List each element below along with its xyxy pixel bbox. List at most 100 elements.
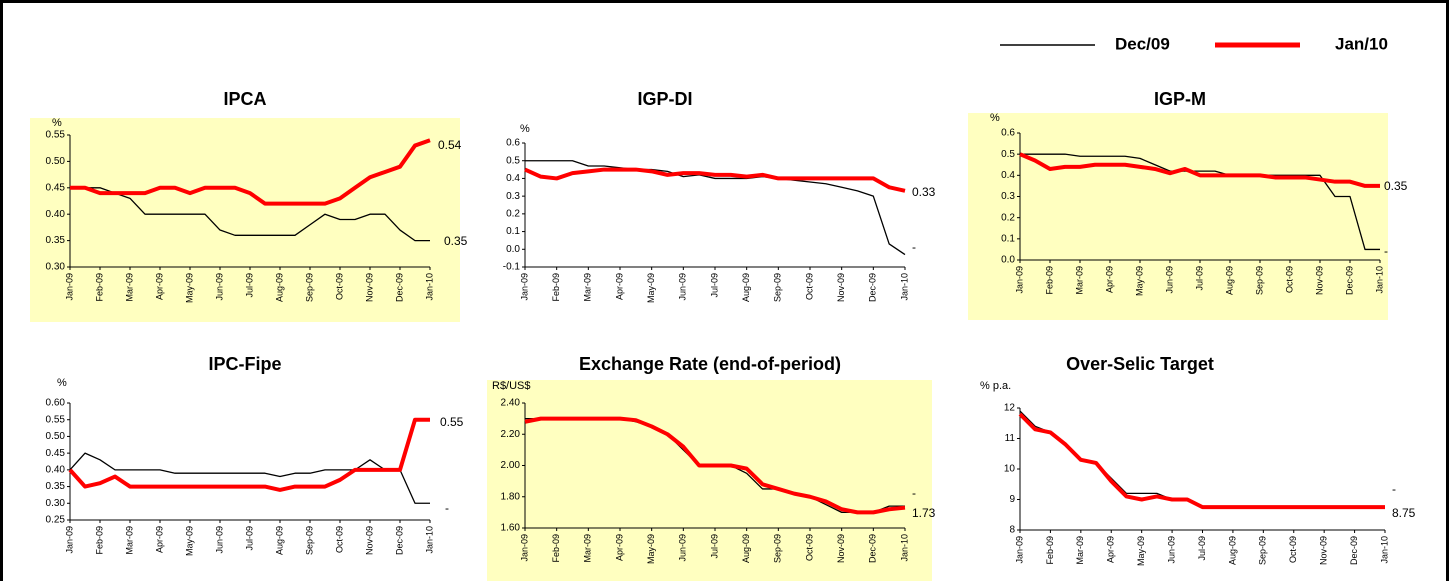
x-tick-label: Mar-09: [124, 273, 134, 302]
x-tick-label: Jun-09: [678, 273, 688, 301]
legend-label: Jan/10: [1335, 34, 1388, 53]
y-tick-label: 0.5: [506, 155, 520, 166]
y-tick-label: 0.5: [1001, 149, 1015, 160]
x-tick-label: Oct-09: [804, 534, 814, 561]
y-tick-label: 0.45: [46, 182, 66, 193]
x-tick-label: Jul-09: [709, 534, 719, 559]
series-line: [524, 416, 906, 515]
x-tick-label: Mar-09: [583, 534, 593, 563]
end-value-label: 8.75: [1392, 506, 1416, 520]
x-tick-label: Feb-09: [551, 273, 561, 302]
series-line: [1020, 153, 1380, 251]
end-value-label: 0.33: [912, 185, 936, 199]
y-tick-label: 2.00: [501, 460, 521, 471]
y-tick-label: 0.1: [1001, 233, 1015, 244]
x-tick-label: May-09: [646, 534, 656, 564]
x-tick-label: Jan-09: [64, 273, 74, 301]
x-tick-label: Dec-09: [868, 273, 878, 302]
x-tick-label: Jan-09: [1014, 536, 1024, 564]
end-value-label: 0.35: [444, 234, 468, 248]
panel-background: [487, 380, 932, 581]
x-tick-label: Jan-09: [519, 273, 529, 301]
x-tick-label: Aug-09: [1227, 536, 1237, 565]
y-tick-label: 1.80: [501, 491, 521, 502]
x-tick-label: Jan-10: [899, 534, 909, 562]
end-value-label: 0.54: [438, 138, 462, 152]
x-tick-label: Jan-10: [424, 526, 434, 554]
end-value-label: -: [445, 501, 449, 515]
y-tick-label: 0.2: [506, 208, 520, 219]
x-tick-label: Sep-09: [1254, 266, 1264, 295]
x-tick-label: Jul-09: [709, 273, 719, 298]
x-tick-label: Apr-09: [614, 534, 624, 561]
x-tick-label: Jun-09: [678, 534, 688, 562]
x-tick-label: Jul-09: [244, 273, 254, 298]
x-tick-label: Jan-09: [519, 534, 529, 562]
series-line: [70, 187, 430, 242]
x-tick-label: Feb-09: [1045, 536, 1055, 565]
y-tick-label: 1.60: [501, 523, 521, 534]
x-tick-label: Aug-09: [1224, 266, 1234, 295]
y-tick-label: 0.35: [46, 481, 66, 492]
y-axis-label: %: [52, 117, 62, 129]
x-tick-label: Dec-09: [394, 273, 404, 302]
x-tick-label: Mar-09: [583, 273, 593, 302]
y-axis-label: % p.a.: [980, 380, 1011, 392]
y-tick-label: 0.55: [46, 130, 66, 141]
x-tick-label: Aug-09: [274, 273, 284, 302]
y-tick-label: 2.20: [501, 429, 521, 440]
x-tick-label: Dec-09: [1344, 266, 1354, 295]
x-tick-label: Apr-09: [1106, 536, 1116, 563]
y-tick-label: 0.30: [46, 262, 66, 273]
y-tick-label: 0.25: [46, 515, 66, 526]
x-tick-label: Jan-10: [1379, 536, 1389, 564]
series-line: [524, 167, 906, 193]
end-value-label: 0.55: [440, 415, 464, 429]
chart-title: IPCA: [223, 89, 266, 109]
series-line: [1019, 152, 1380, 188]
end-value-label: -: [1384, 244, 1388, 258]
x-tick-label: Nov-09: [1319, 536, 1329, 565]
y-tick-label: 9: [1009, 494, 1015, 505]
x-tick-label: May-09: [646, 273, 656, 303]
end-value-label: -: [1392, 482, 1396, 496]
y-tick-label: 0.30: [46, 498, 66, 509]
series-line: [1018, 412, 1385, 510]
x-tick-label: Jan-09: [64, 526, 74, 554]
x-tick-label: May-09: [1134, 266, 1144, 296]
y-tick-label: 11: [1005, 433, 1016, 444]
y-tick-label: 0.0: [506, 244, 520, 255]
x-tick-label: Oct-09: [1284, 266, 1294, 293]
end-value-label: -: [912, 486, 916, 500]
y-tick-label: 0.1: [506, 226, 520, 237]
x-tick-label: Jun-09: [1166, 536, 1176, 564]
x-tick-label: Oct-09: [334, 273, 344, 300]
y-tick-label: 0.4: [1001, 170, 1015, 181]
x-tick-label: Jan-10: [899, 273, 909, 301]
x-tick-label: Dec-09: [868, 534, 878, 563]
x-tick-label: Jul-09: [1194, 266, 1204, 291]
x-tick-label: Feb-09: [551, 534, 561, 563]
x-tick-label: Apr-09: [154, 526, 164, 553]
x-tick-label: Jun-09: [214, 526, 224, 554]
legend-label: Dec/09: [1115, 34, 1170, 53]
y-tick-label: 0.0: [1001, 255, 1015, 266]
panel-background: [30, 118, 460, 322]
x-tick-label: Apr-09: [1104, 266, 1114, 293]
y-tick-label: 0.3: [506, 191, 520, 202]
y-tick-label: 12: [1004, 403, 1016, 414]
series-line: [68, 417, 430, 492]
series-line: [70, 138, 431, 206]
x-tick-label: Feb-09: [94, 526, 104, 555]
x-tick-label: Nov-09: [836, 273, 846, 302]
end-value-label: 0.35: [1384, 179, 1408, 193]
y-tick-label: 0.40: [46, 464, 66, 475]
x-tick-label: Sep-09: [773, 273, 783, 302]
y-tick-label: 0.45: [46, 448, 66, 459]
y-tick-label: 10: [1004, 464, 1016, 475]
y-tick-label: 0.40: [46, 209, 66, 220]
panel-background: [968, 113, 1388, 320]
x-tick-label: Dec-09: [394, 526, 404, 555]
y-axis-label: %: [57, 377, 67, 389]
x-tick-label: Mar-09: [124, 526, 134, 555]
